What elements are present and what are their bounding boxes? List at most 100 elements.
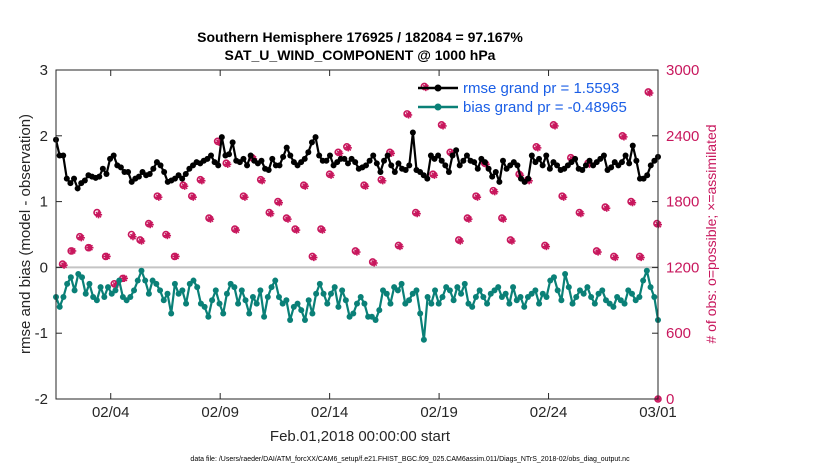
bias-point	[190, 277, 197, 284]
rmse-point	[182, 170, 189, 177]
rmse-point	[71, 175, 78, 182]
bias-point	[517, 294, 524, 301]
bias-point	[621, 300, 628, 307]
bias-point	[446, 287, 453, 294]
rmse-point	[308, 139, 315, 146]
y2-tick-label: 1800	[666, 194, 699, 211]
bias-point	[97, 284, 104, 291]
x-tick-label: 02/14	[311, 404, 349, 421]
rmse-point	[582, 162, 589, 169]
obs-assimilated-marker	[491, 188, 499, 196]
obs-assimilated-marker	[560, 193, 568, 201]
bias-point	[127, 294, 134, 301]
obs-assimilated-marker	[137, 237, 146, 245]
bias-point	[145, 290, 152, 297]
bias-point	[643, 267, 650, 274]
star-stroke	[379, 177, 386, 184]
rmse-point	[536, 155, 543, 162]
bias-point	[532, 287, 539, 294]
bias-point	[257, 287, 264, 294]
bias-point	[272, 277, 279, 284]
bias-point	[454, 284, 461, 291]
bias-point	[580, 290, 587, 297]
bias-point	[372, 317, 379, 324]
obs-assimilated-marker	[611, 253, 619, 262]
rmse-point	[363, 162, 370, 169]
bias-point	[231, 284, 238, 291]
bias-point	[573, 294, 580, 301]
bias-point	[376, 307, 383, 314]
bias-point	[506, 300, 513, 307]
obs-assimilated-marker	[198, 177, 206, 185]
star-stroke	[293, 227, 300, 234]
bias-point	[205, 313, 212, 320]
rmse-point	[514, 162, 521, 169]
bias-point	[651, 294, 658, 301]
bias-point	[142, 277, 149, 284]
rmse-point	[125, 168, 132, 175]
bias-point	[212, 287, 219, 294]
obs-assimilated-marker	[361, 182, 370, 190]
bias-point	[235, 300, 242, 307]
y-tick-label: 3	[40, 62, 48, 79]
rmse-point	[247, 152, 254, 159]
bias-point	[387, 300, 394, 307]
rmse-point	[442, 162, 449, 169]
rmse-point	[460, 157, 467, 164]
rmse-point	[305, 149, 312, 156]
obs-assimilated-marker	[456, 237, 464, 245]
bias-point	[238, 287, 245, 294]
bias-point	[112, 287, 119, 294]
rmse-point	[496, 178, 503, 185]
star-stroke	[259, 177, 266, 184]
obs-assimilated-marker	[103, 252, 111, 261]
rmse-point	[651, 157, 658, 164]
obs-count-layer	[58, 82, 663, 403]
obs-assimilated-marker	[284, 215, 292, 223]
rmse-point	[218, 134, 225, 141]
rmse-point	[74, 185, 81, 192]
rmse-point	[554, 162, 561, 169]
bias-point	[275, 294, 282, 301]
obs-assimilated-marker	[146, 221, 154, 229]
rmse-point	[626, 160, 633, 167]
obs-assimilated-marker	[224, 160, 232, 168]
obs-assimilated-marker	[241, 193, 249, 201]
obs-assimilated-marker	[69, 247, 77, 255]
star-stroke	[336, 150, 343, 157]
obs-assimilated-marker	[301, 182, 309, 190]
rmse-point	[352, 159, 359, 166]
y2-tick-label: 0	[666, 391, 674, 408]
star-stroke	[431, 172, 438, 179]
bias-point	[636, 294, 643, 301]
bias-point	[242, 297, 249, 304]
bias-point	[164, 290, 171, 297]
star-stroke	[405, 111, 412, 119]
star-stroke	[121, 275, 128, 282]
star-stroke	[181, 183, 188, 190]
obs-assimilated-marker	[499, 215, 507, 223]
bias-point	[413, 287, 420, 294]
legend-label-bias: bias grand pr = -0.48965	[463, 99, 627, 116]
y2-tick-label: 3000	[666, 62, 699, 79]
rmse-point	[96, 173, 103, 180]
bias-point	[168, 310, 175, 317]
x-tick-label: 02/09	[201, 404, 239, 421]
bias-point	[335, 303, 342, 310]
bias-point	[246, 310, 253, 317]
bias-point	[435, 300, 442, 307]
bias-point	[67, 274, 74, 281]
obs-assimilated-marker	[551, 122, 559, 130]
bias-point	[461, 280, 468, 287]
obs-assimilated-marker	[172, 252, 180, 261]
star-stroke	[465, 216, 472, 223]
bias-point	[495, 284, 502, 291]
bias-point	[565, 284, 572, 291]
rmse-point	[499, 157, 506, 164]
bias-point	[183, 300, 190, 307]
bias-point	[640, 277, 647, 284]
bias-point	[294, 300, 301, 307]
rmse-point	[449, 152, 456, 159]
bias-point	[398, 280, 405, 287]
rmse-point	[647, 162, 654, 169]
